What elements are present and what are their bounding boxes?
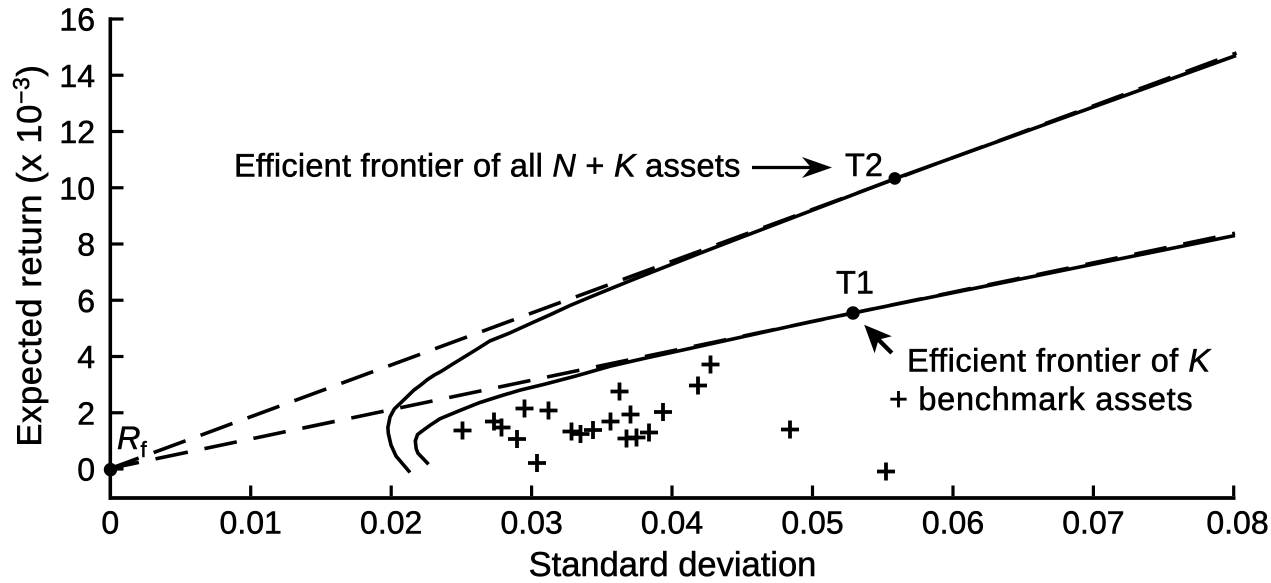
- svg-text:6: 6: [77, 283, 95, 319]
- svg-text:0.07: 0.07: [1062, 505, 1124, 541]
- svg-text:Expected return (x 10−3): Expected return (x 10−3): [8, 65, 49, 447]
- svg-text:0.05: 0.05: [781, 505, 843, 541]
- svg-text:0.03: 0.03: [500, 505, 562, 541]
- svg-text:+ benchmark assets: + benchmark assets: [889, 381, 1193, 417]
- svg-text:0.02: 0.02: [360, 505, 422, 541]
- svg-text:T1: T1: [836, 265, 874, 301]
- svg-text:Standard deviation: Standard deviation: [529, 546, 817, 583]
- svg-text:4: 4: [77, 339, 95, 375]
- svg-text:8: 8: [77, 227, 95, 263]
- svg-text:0.01: 0.01: [220, 505, 282, 541]
- svg-text:16: 16: [59, 2, 95, 38]
- svg-text:2: 2: [77, 395, 95, 431]
- svg-text:0.06: 0.06: [922, 505, 984, 541]
- svg-text:Efficient frontier of all N +: Efficient frontier of all N + K assets: [234, 147, 741, 183]
- svg-text:12: 12: [59, 114, 95, 150]
- svg-text:0: 0: [77, 452, 95, 488]
- svg-text:Efficient frontier of K: Efficient frontier of K: [907, 342, 1211, 378]
- svg-text:0.08: 0.08: [1206, 505, 1268, 541]
- svg-text:0: 0: [101, 505, 119, 541]
- svg-text:10: 10: [59, 170, 95, 206]
- svg-text:0.04: 0.04: [641, 505, 703, 541]
- svg-text:14: 14: [59, 58, 95, 94]
- svg-text:T2: T2: [845, 147, 883, 183]
